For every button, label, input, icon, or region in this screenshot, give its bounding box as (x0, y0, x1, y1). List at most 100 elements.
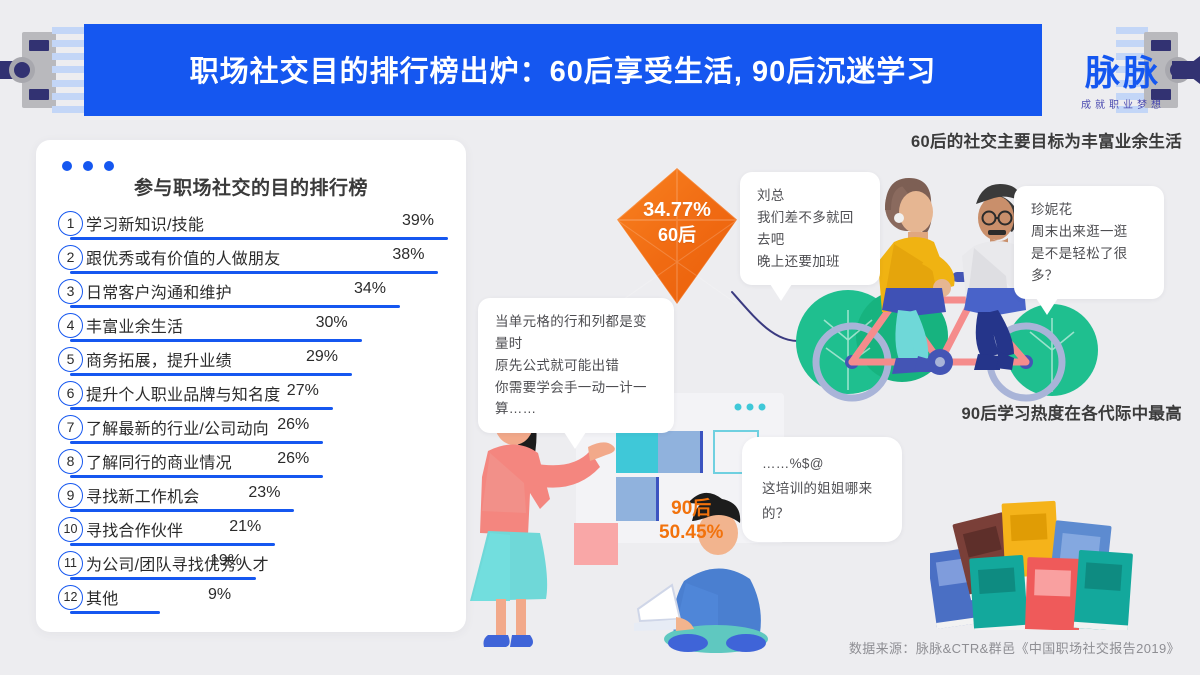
rank-label: 商务拓展，提升业绩 (86, 353, 232, 370)
rank-number: 11 (58, 550, 83, 576)
rank-row: 4 丰富业余生活 30% (58, 311, 444, 345)
brand-logo: 脉脉 成就职业梦想 (1068, 54, 1178, 111)
rank-number: 10 (58, 516, 83, 542)
rank-bar (70, 372, 352, 376)
rank-percent: 21% (229, 518, 262, 535)
rank-percent: 26% (277, 450, 310, 467)
rank-number: 1 (58, 210, 83, 236)
speech-bubble-excel: 当单元格的行和列都是变量时 原先公式就可能出错 你需要学会手一动一计一算…… (478, 298, 674, 450)
rank-label: 学习新知识/技能 (86, 217, 205, 234)
rank-bar (70, 576, 256, 580)
clamp-pin-icon (29, 40, 49, 51)
rank-percent: 39% (402, 212, 435, 229)
clamp-pin-icon (1151, 89, 1171, 100)
arrow-right-icon (1182, 56, 1200, 84)
clamp-knob-icon (9, 57, 35, 83)
clamp-pin-icon (1151, 40, 1171, 51)
kite-cohort: 60后 (657, 224, 697, 245)
rank-label: 寻找新工作机会 (86, 489, 200, 506)
banner-strip: 职场社交目的排行榜出炉：60后享受生活, 90后沉迷学习 (84, 24, 1042, 116)
rank-label: 其他 (86, 591, 119, 608)
rank-row: 1 学习新知识/技能 39% (58, 209, 448, 243)
page-title: 职场社交目的排行榜出炉：60后享受生活, 90后沉迷学习 (189, 56, 937, 88)
rank-percent: 38% (392, 246, 425, 263)
rank-label: 日常客户沟通和维护 (86, 285, 232, 302)
rank-row: 5 商务拓展，提升业绩 29% (58, 345, 444, 379)
rank-label: 了解同行的商业情况 (86, 455, 232, 472)
rank-bar (70, 304, 400, 308)
label-90s-percent: 90后 50.45% (659, 498, 724, 543)
rank-number: 6 (58, 380, 83, 406)
rank-row: 6 提升个人职业品牌与知名度 27% (58, 379, 444, 413)
rank-number: 9 (58, 482, 83, 508)
rank-percent: 26% (277, 416, 310, 433)
ranking-card: 参与职场社交的目的排行榜 1 学习新知识/技能 39% 2 跟优秀或有价值的人做朋友 38… (36, 140, 466, 632)
window-dots-decoration (62, 161, 444, 171)
kite-label: 34.77% 60后 (617, 198, 737, 247)
speech-bubble-liu: 刘总 我们差不多就回去吧 晚上还要加班 (740, 172, 880, 302)
rank-percent: 23% (248, 484, 281, 501)
film-perforation-left (52, 24, 84, 116)
rank-row: 11 为公司/团队寻找优秀人才 19% (58, 549, 444, 583)
data-source-note: 数据来源：脉脉&CTR&群邑《中国职场社交报告2019》 (848, 641, 1180, 656)
rank-number: 7 (58, 414, 83, 440)
rank-bar (70, 338, 362, 342)
dot-icon (62, 161, 72, 171)
rank-bar (70, 236, 448, 240)
rank-bar (70, 440, 324, 444)
film-perforation-right (1116, 24, 1148, 116)
rank-label: 跟优秀或有价值的人做朋友 (86, 251, 281, 268)
kite-graphic: 34.77% 60后 (617, 168, 737, 304)
rank-number: 12 (58, 584, 83, 610)
header-banner: 职场社交目的排行榜出炉：60后享受生活, 90后沉迷学习 脉脉 成就职业梦想 (0, 24, 1200, 116)
rank-row: 8 了解同行的商业情况 26% (58, 447, 444, 481)
heading-60s: 60后的社交主要目标为丰富业余生活 (911, 133, 1182, 151)
rank-label: 丰富业余生活 (86, 319, 184, 336)
rank-label: 了解最新的行业/公司动向 (86, 421, 269, 438)
rank-label: 为公司/团队寻找优秀人才 (86, 557, 269, 574)
ranking-title: 参与职场社交的目的排行榜 (133, 178, 368, 199)
rank-row: 12 其他 9% (58, 583, 444, 617)
rank-label: 提升个人职业品牌与知名度 (86, 387, 281, 404)
dot-icon (104, 161, 114, 171)
thought-bubble-dot-icon (790, 505, 816, 520)
illustration-tandem-bike (796, 178, 1098, 402)
rank-bar (70, 610, 160, 614)
rank-percent: 9% (208, 586, 232, 603)
rank-percent: 19% (210, 552, 243, 569)
rank-row: 9 寻找新工作机会 23% (58, 481, 444, 515)
rank-bar (70, 542, 276, 546)
kite-cross-icon (617, 168, 737, 304)
rank-number: 4 (58, 312, 83, 338)
clamp-pin-icon (29, 89, 49, 100)
rank-percent: 30% (315, 314, 348, 331)
rank-number: 5 (58, 346, 83, 372)
rank-row: 3 日常客户沟通和维护 34% (58, 277, 444, 311)
rank-percent: 27% (286, 382, 319, 399)
logo-wordmark: 脉脉 (1084, 54, 1161, 93)
rank-row: 2 跟优秀或有价值的人做朋友 38% (58, 243, 444, 277)
kite-percent: 34.77% (643, 199, 711, 221)
heading-90s: 90后学习热度在各代际中最高 (961, 405, 1182, 423)
rank-row: 7 了解最新的行业/公司动向 26% (58, 413, 444, 447)
rank-bar (70, 270, 439, 274)
rank-bar (70, 508, 295, 512)
rank-percent: 34% (354, 280, 387, 297)
illustration-books (930, 500, 1133, 630)
rank-number: 8 (58, 448, 83, 474)
speech-bubble-jenny: 珍妮花 周末出来逛一逛 是不是轻松了很多？ (1014, 186, 1164, 316)
logo-tagline: 成就职业梦想 (1081, 99, 1165, 111)
banner-clamp-left (9, 32, 56, 108)
rank-label: 寻找合作伙伴 (86, 523, 184, 540)
dot-icon (83, 161, 93, 171)
ranking-list: 1 学习新知识/技能 39% 2 跟优秀或有价值的人做朋友 38% 3 日常客户沟通和维护 34… (58, 209, 448, 617)
rank-number: 2 (58, 244, 83, 270)
rank-percent: 29% (306, 348, 339, 365)
thought-bubble-trainee: ……%$@ 这培训的姐姐哪来的？ (742, 437, 902, 542)
thought-bubble-dot-icon (783, 521, 799, 531)
rank-number: 3 (58, 278, 83, 304)
rank-bar (70, 406, 333, 410)
rank-bar (70, 474, 324, 478)
rank-row: 10 寻找合作伙伴 21% (58, 515, 444, 549)
